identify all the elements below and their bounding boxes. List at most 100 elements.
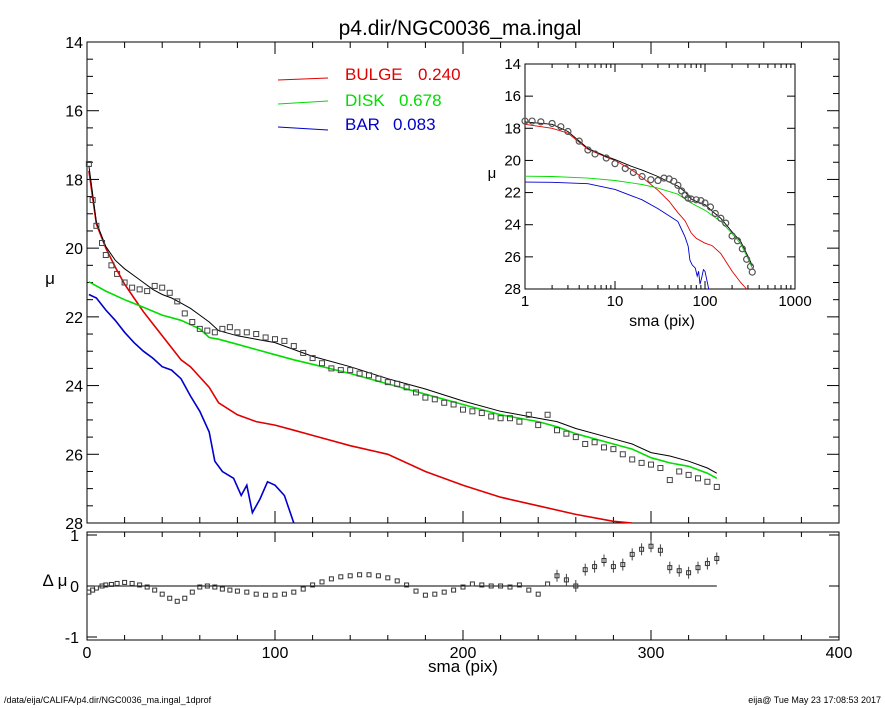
inset-observed-point bbox=[537, 118, 545, 126]
main-observed-point bbox=[290, 343, 297, 350]
inset-axis-ticks bbox=[524, 63, 796, 290]
residual-point bbox=[676, 568, 682, 574]
main-observed-point bbox=[394, 380, 401, 387]
main-observed-point bbox=[281, 337, 288, 344]
residual-point bbox=[601, 558, 607, 563]
main-observed-point bbox=[272, 336, 278, 343]
main-observed-point bbox=[136, 286, 143, 293]
residual-point bbox=[620, 562, 626, 568]
residual-point bbox=[573, 583, 579, 589]
residual-point bbox=[189, 589, 195, 595]
residual-point bbox=[234, 588, 240, 594]
residual-point bbox=[263, 592, 269, 598]
main-observed-point bbox=[181, 310, 188, 317]
residual-point bbox=[281, 591, 287, 597]
residual-point bbox=[122, 579, 128, 585]
residual-x-tick-label: 0 bbox=[83, 645, 92, 662]
main-y-tick-label: 20 bbox=[65, 241, 83, 258]
residual-point bbox=[291, 589, 297, 595]
main-observed-point bbox=[441, 399, 448, 406]
main-observed-point bbox=[102, 252, 109, 259]
main-observed-point bbox=[93, 222, 100, 229]
residual-point bbox=[507, 584, 513, 590]
main-observed-point bbox=[657, 465, 664, 472]
inset-x-tick-label: 1 bbox=[521, 293, 529, 310]
legend-value-bar: 0.083 bbox=[393, 115, 436, 134]
main-observed-point bbox=[713, 483, 720, 490]
residual-point bbox=[167, 595, 173, 601]
main-observed-point bbox=[572, 434, 579, 441]
main-observed-point bbox=[300, 349, 307, 356]
residual-point bbox=[357, 572, 363, 578]
inset-observed-point bbox=[711, 209, 719, 218]
residual-y-tick-label: 0 bbox=[70, 579, 79, 596]
main-observed-point bbox=[535, 422, 542, 429]
residual-point bbox=[159, 591, 165, 597]
main-observed-point bbox=[99, 239, 106, 246]
main-observed-points bbox=[85, 160, 720, 490]
main-observed-point bbox=[601, 444, 607, 451]
inset-observed-points bbox=[521, 117, 756, 276]
main-observed-point bbox=[243, 329, 250, 336]
inset-observed-point bbox=[521, 117, 529, 125]
inset-observed-point bbox=[674, 181, 682, 189]
main-observed-point bbox=[488, 413, 495, 420]
main-observed-point bbox=[89, 197, 96, 204]
residual-point bbox=[129, 580, 135, 586]
main-observed-point bbox=[563, 430, 570, 437]
residual-tick-labels: 10-10 100 200 300 400 bbox=[65, 528, 853, 662]
inset-y-tick-label: 18 bbox=[504, 120, 521, 137]
residual-point bbox=[460, 584, 466, 590]
footer-timestamp: eija@ Tue May 23 17:08:53 2017 bbox=[748, 695, 881, 705]
main-observed-point bbox=[151, 282, 158, 289]
inset-observed-point bbox=[670, 177, 678, 185]
inset-plot-frame bbox=[524, 63, 796, 290]
main-observed-point bbox=[591, 439, 598, 446]
inset-observed-point bbox=[733, 237, 742, 245]
inset-observed-point bbox=[528, 117, 536, 125]
residual-point bbox=[563, 577, 569, 583]
main-observed-point bbox=[507, 415, 513, 422]
residual-point bbox=[152, 587, 158, 593]
residual-point bbox=[197, 584, 203, 590]
inset-observed-point bbox=[611, 160, 619, 168]
residual-point bbox=[479, 582, 485, 588]
inset-tick-labels: 14 16 18 20 22 24 26 281 10 100 1000 bbox=[504, 56, 811, 310]
main-observed-point bbox=[196, 325, 203, 332]
inset-y-tick-label: 16 bbox=[504, 88, 521, 105]
residual-point bbox=[300, 586, 306, 592]
main-y-tick-label: 26 bbox=[65, 447, 83, 464]
main-observed-point bbox=[234, 329, 241, 336]
main-observed-point bbox=[431, 396, 438, 403]
inset-observed-point bbox=[701, 199, 709, 207]
residual-point bbox=[610, 564, 616, 570]
main-observed-point bbox=[85, 160, 92, 167]
residual-point bbox=[582, 567, 588, 573]
residual-x-tick-label: 400 bbox=[826, 645, 853, 662]
residual-point bbox=[432, 591, 438, 597]
residual-plot-panel: 10-10 100 200 300 400 Δ μ sma (pix) bbox=[43, 528, 853, 676]
main-observed-point bbox=[328, 365, 335, 372]
main-plot-panel: 14 16 18 20 22 24 26 28 μ BULGE 0.240 DISK 0.67… bbox=[45, 35, 840, 533]
residual-point bbox=[394, 578, 400, 584]
residual-point bbox=[554, 573, 560, 579]
main-y-tick-label: 18 bbox=[65, 172, 83, 189]
main-observed-point bbox=[422, 394, 429, 401]
residual-point bbox=[272, 592, 278, 598]
main-y-axis-label: μ bbox=[45, 269, 55, 288]
inset-x-tick-label: 10 bbox=[607, 293, 624, 310]
main-model-curves bbox=[88, 165, 718, 524]
inset-observed-point bbox=[684, 194, 692, 202]
main-series-line-bulge bbox=[88, 170, 633, 524]
residual-point bbox=[526, 587, 532, 593]
main-observed-point bbox=[629, 456, 636, 463]
inset-observed-point bbox=[647, 176, 655, 184]
main-series-line-disk bbox=[88, 281, 718, 480]
inset-y-tick-label: 22 bbox=[504, 185, 521, 202]
legend-line-disk bbox=[277, 100, 329, 105]
inset-observed-point bbox=[706, 203, 715, 211]
main-observed-point bbox=[544, 411, 551, 418]
residual-point bbox=[137, 582, 143, 588]
residual-y-axis-label: Δ μ bbox=[43, 571, 68, 590]
inset-y-tick-label: 20 bbox=[504, 152, 521, 169]
